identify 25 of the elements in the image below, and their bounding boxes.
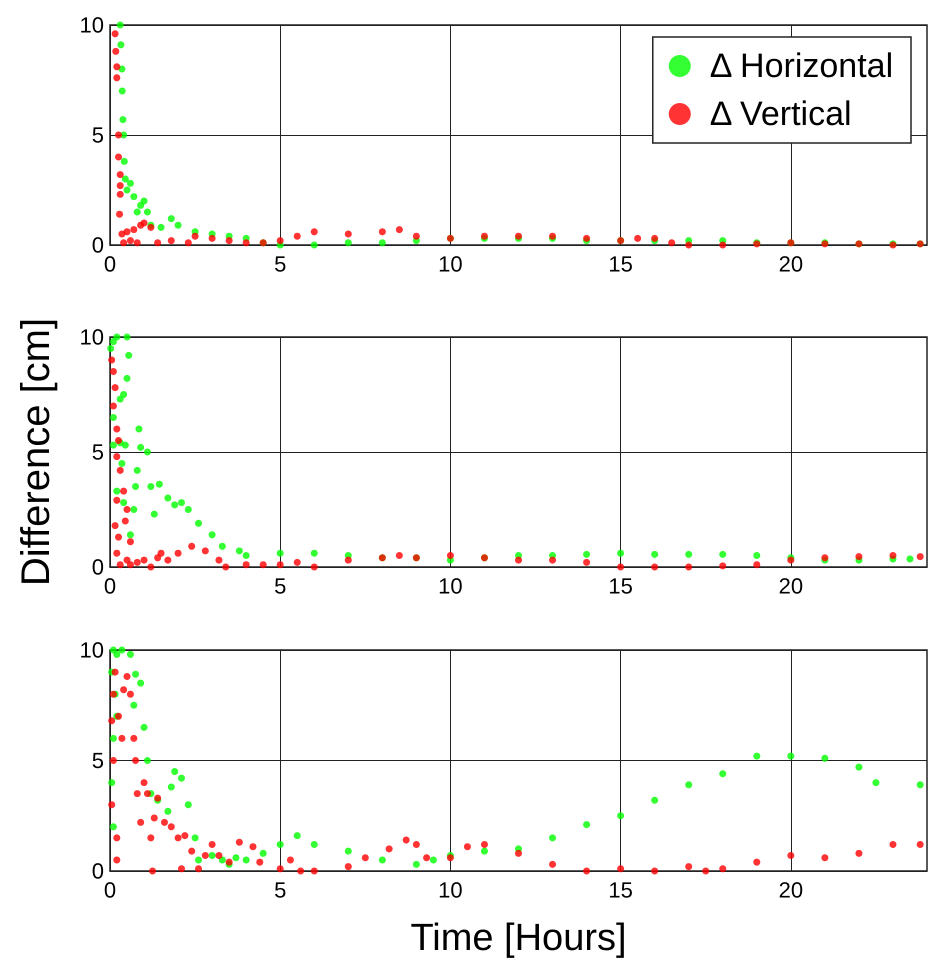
legend-label: Δ Horizontal bbox=[710, 47, 894, 85]
x-tick-label: 20 bbox=[778, 252, 804, 276]
y-tick-label: 0 bbox=[92, 232, 104, 258]
x-tick-label: 5 bbox=[274, 878, 286, 902]
x-tick-label: 5 bbox=[274, 574, 286, 598]
y-tick-label: 5 bbox=[92, 122, 104, 148]
y-tick-label: 5 bbox=[92, 748, 104, 773]
y-tick-label: 10 bbox=[80, 12, 104, 38]
x-tick-label: 10 bbox=[438, 252, 463, 276]
x-tick-label: 20 bbox=[778, 574, 804, 598]
y-axis-title: Difference [cm] bbox=[14, 318, 58, 586]
y-tick-label: 0 bbox=[92, 858, 104, 884]
x-tick-label: 10 bbox=[438, 574, 463, 598]
x-tick-label: 5 bbox=[274, 252, 286, 276]
x-axis-title: Time [Hours] bbox=[410, 917, 627, 959]
y-tick-label: 10 bbox=[80, 638, 104, 662]
x-tick-label: 15 bbox=[608, 252, 633, 276]
x-tick-label: 15 bbox=[608, 878, 633, 902]
y-tick-label: 10 bbox=[80, 324, 104, 350]
y-tick-label: 5 bbox=[92, 440, 104, 464]
y-tick-label: 0 bbox=[92, 554, 104, 580]
x-tick-label: 20 bbox=[778, 878, 804, 902]
legend-label: Δ Vertical bbox=[710, 95, 852, 133]
x-tick-label: 15 bbox=[608, 574, 633, 598]
x-tick-label: 10 bbox=[438, 878, 463, 902]
